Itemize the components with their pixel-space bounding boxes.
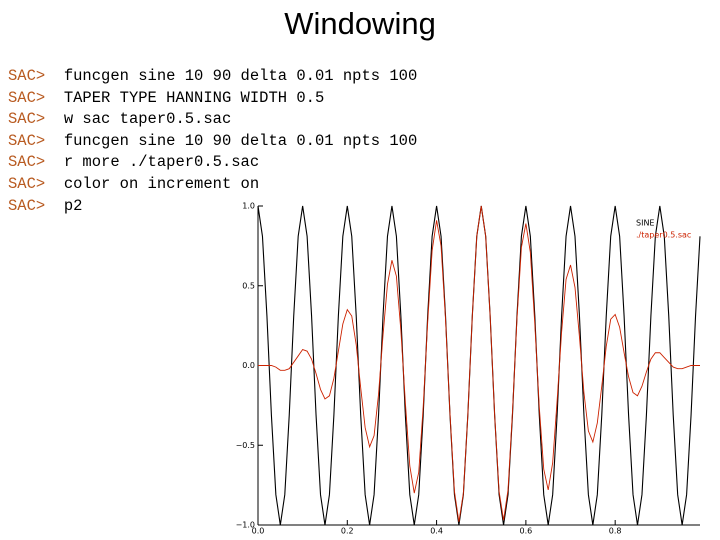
y-tick-label: 1.0 [242,202,255,211]
command: r more ./taper0.5.sac [63,153,260,172]
terminal-line: SAC> r more ./taper0.5.sac [8,152,417,174]
prompt: SAC> [8,131,46,150]
command: funcgen sine 10 90 delta 0.01 npts 100 [63,67,418,85]
series-line [257,205,701,526]
x-tick-label: 0.4 [430,527,443,536]
y-tick-label: 0.0 [242,361,255,370]
terminal-line: SAC> w sac taper0.5.sac [8,109,417,131]
y-tick-label: −0.5 [236,441,255,450]
x-tick-label: 0.8 [609,527,622,536]
command: p2 [63,196,83,215]
command: color on increment on [63,174,260,193]
prompt: SAC> [8,174,46,193]
legend-entry: ./taper0.5.sac [636,231,691,240]
y-tick-label: 0.5 [242,281,255,290]
x-tick-label: 0.6 [520,527,533,536]
x-tick-label: 0.2 [341,527,354,536]
terminal-line: SAC> funcgen sine 10 90 delta 0.01 npts … [8,66,417,88]
command: w sac taper0.5.sac [63,110,232,129]
command: TAPER TYPE HANNING WIDTH 0.5 [63,88,325,107]
slide-title: Windowing [284,6,436,41]
command: funcgen sine 10 90 delta 0.01 npts 100 [63,131,418,150]
terminal-line: SAC> p2 [8,196,417,218]
prompt: SAC> [8,67,46,85]
terminal-line: SAC> color on increment on [8,174,417,196]
legend-entry: SINE [636,219,654,228]
prompt: SAC> [8,153,46,172]
terminal-line: SAC> funcgen sine 10 90 delta 0.01 npts … [8,131,417,153]
prompt: SAC> [8,110,46,129]
x-tick-label: 0.0 [252,527,265,536]
prompt: SAC> [8,196,46,215]
series-line [258,205,700,522]
terminal: SAC> funcgen sine 10 90 delta 0.01 npts … [8,66,417,217]
terminal-line: SAC> TAPER TYPE HANNING WIDTH 0.5 [8,88,417,110]
y-tick-label: −1.0 [236,521,255,530]
prompt: SAC> [8,88,46,107]
